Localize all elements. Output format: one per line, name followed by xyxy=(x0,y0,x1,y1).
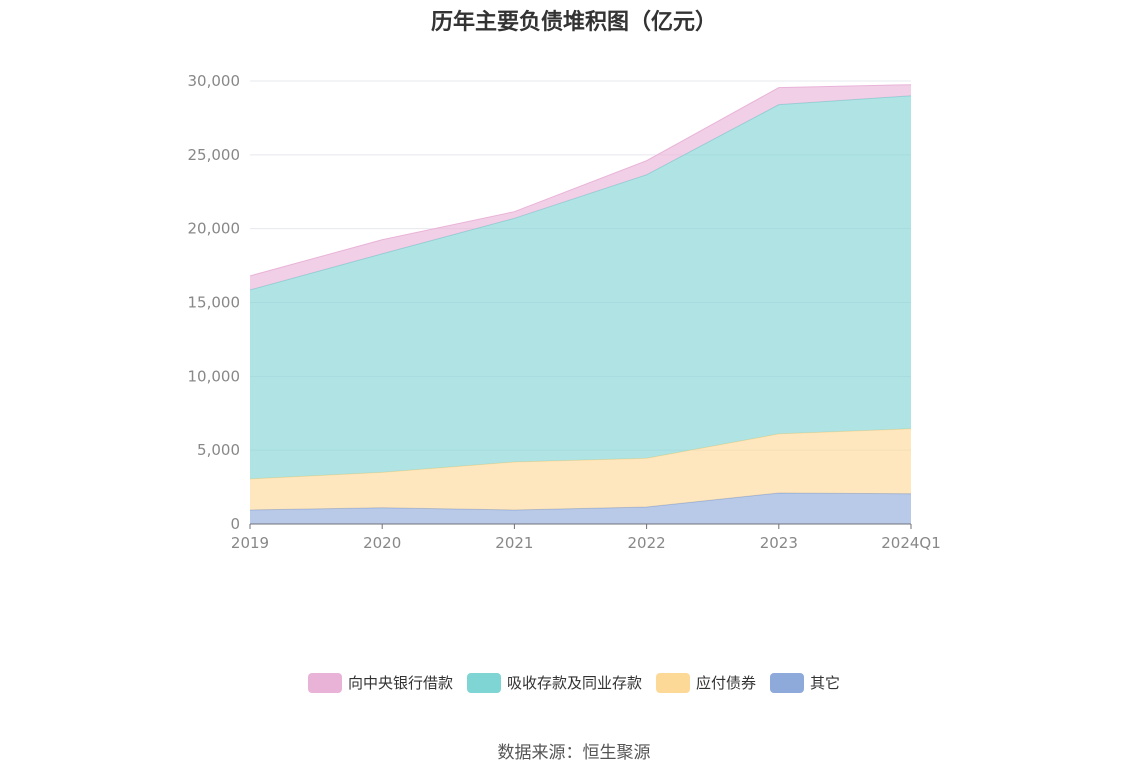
x-tick-label: 2024Q1 xyxy=(881,534,941,552)
y-tick-label: 0 xyxy=(230,515,240,533)
y-tick-label: 15,000 xyxy=(188,294,241,312)
y-tick-label: 20,000 xyxy=(188,220,241,238)
x-tick-label: 2019 xyxy=(231,534,269,552)
legend-swatch-other xyxy=(770,672,805,693)
legend-item-central-bank[interactable]: 向中央银行借款 xyxy=(307,672,453,693)
area-series-0 xyxy=(250,492,911,524)
area-series-1 xyxy=(250,428,911,510)
area-series-2 xyxy=(250,95,911,479)
legend-swatch-bonds xyxy=(656,672,690,693)
legend-label-central-bank: 向中央银行借款 xyxy=(347,674,453,692)
x-tick-label: 2021 xyxy=(495,534,533,552)
legend-swatch-central-bank xyxy=(307,672,342,693)
legend-item-deposits[interactable]: 吸收存款及同业存款 xyxy=(466,672,642,693)
legend-label-deposits: 吸收存款及同业存款 xyxy=(506,674,642,692)
legend-item-bonds[interactable]: 应付债券 xyxy=(656,672,756,693)
legend-label-other: 其它 xyxy=(810,674,841,692)
chart-title: 历年主要负债堆积图（亿元） xyxy=(430,10,717,35)
legend: 向中央银行借款 吸收存款及同业存款 应付债券 其它 xyxy=(0,672,1148,693)
legend-label-bonds: 应付债券 xyxy=(696,674,757,692)
y-tick-label: 25,000 xyxy=(188,146,241,164)
area-chart: 0 5,000 10,000 15,000 20,000 25,000 30,000 2019… xyxy=(188,72,941,552)
y-tick-label: 10,000 xyxy=(188,367,241,385)
data-source: 数据来源：恒生聚源 xyxy=(497,743,651,763)
x-tick-label: 2020 xyxy=(363,534,401,552)
y-tick-label: 30,000 xyxy=(188,72,241,90)
x-tick-label: 2022 xyxy=(628,534,666,552)
area-series-3 xyxy=(250,84,911,290)
legend-swatch-deposits xyxy=(466,672,501,693)
legend-item-other[interactable]: 其它 xyxy=(770,672,840,693)
area-line-3 xyxy=(249,84,912,277)
y-tick-label: 5,000 xyxy=(197,441,240,459)
x-tick-label: 2023 xyxy=(760,534,798,552)
